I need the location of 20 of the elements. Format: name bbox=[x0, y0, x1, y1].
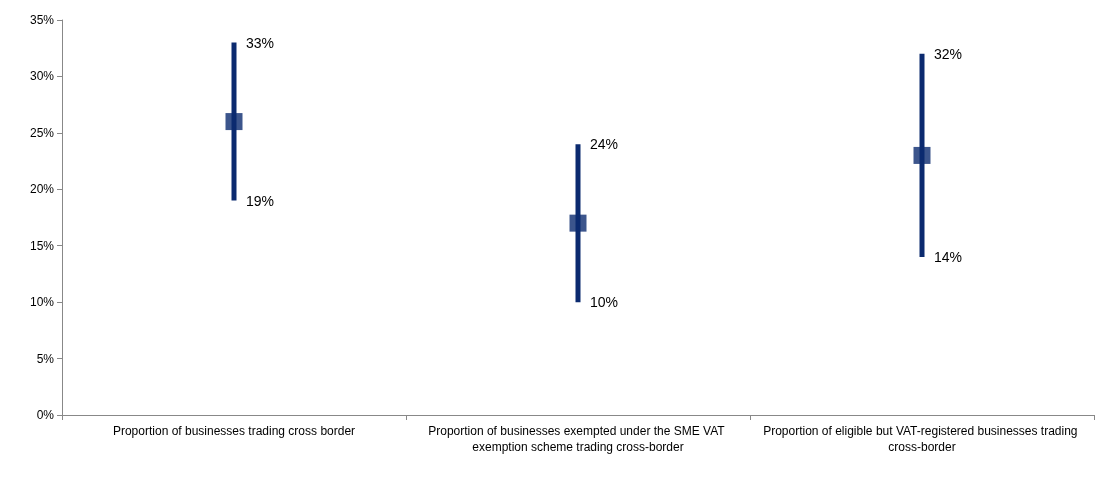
point bbox=[225, 113, 243, 131]
annotation: 10% bbox=[590, 294, 619, 311]
y-tick-label: 35% bbox=[29, 13, 55, 27]
y-tick-label: 5% bbox=[36, 351, 55, 366]
y-tick-label: 30% bbox=[29, 69, 55, 84]
y-tick-label: 20% bbox=[29, 182, 55, 197]
point bbox=[913, 146, 931, 164]
y-tick-label: 0% bbox=[36, 408, 55, 422]
annotation: 14% bbox=[934, 249, 963, 265]
y-tick-label: 25% bbox=[29, 125, 55, 140]
x-tick-label: Proportion of businesses exempted under the SME VAT exemption scheme trading cross-border bbox=[428, 424, 728, 454]
annotation: 24% bbox=[590, 136, 619, 153]
y-tick-label: 15% bbox=[29, 238, 55, 253]
x-tick-label: Proportion of businesses trading cross border bbox=[112, 424, 356, 438]
annotation: 32% bbox=[934, 45, 963, 62]
y-tick-label: 10% bbox=[29, 295, 55, 310]
annotation: 33% bbox=[246, 34, 275, 51]
annotation: 19% bbox=[246, 192, 275, 209]
point bbox=[569, 214, 587, 232]
x-tick-label: Proportion of eligible but VAT-registered businesses trading cross-border bbox=[763, 424, 1081, 454]
